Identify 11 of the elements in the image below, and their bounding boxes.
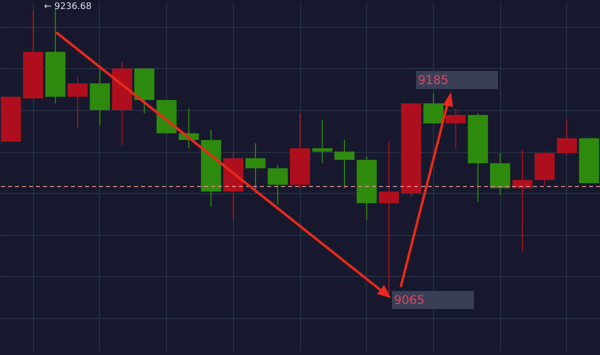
candlestick	[68, 76, 88, 129]
candlestick	[556, 119, 577, 156]
candlestick	[378, 141, 399, 294]
annotation: ← 9236.68	[44, 1, 92, 13]
candlestick	[268, 164, 288, 206]
annotation: 9065	[393, 292, 425, 309]
annotation: 9185	[417, 72, 449, 89]
candlestick	[334, 139, 355, 189]
candlestick	[245, 142, 266, 194]
candlestick	[312, 119, 332, 164]
candlestick	[446, 108, 466, 149]
